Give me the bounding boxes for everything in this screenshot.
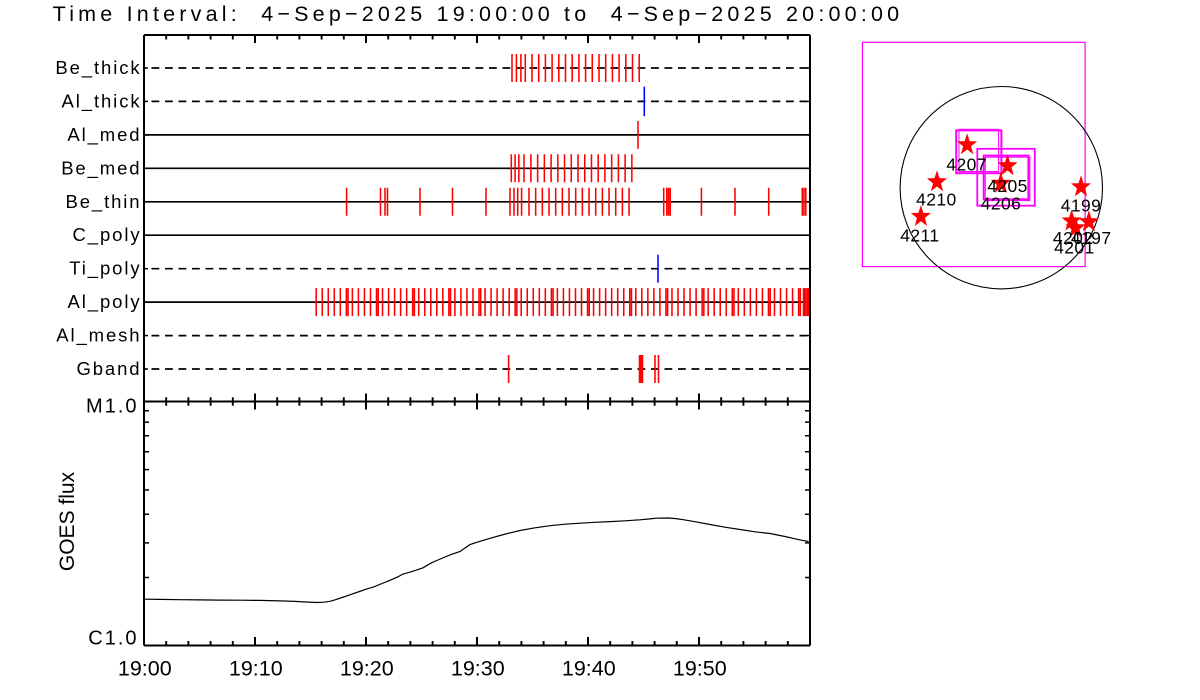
- svg-text:4197: 4197: [1071, 228, 1112, 248]
- svg-text:4202: 4202: [1053, 228, 1094, 248]
- svg-text:GOES flux: GOES flux: [56, 471, 79, 571]
- svg-text:4205: 4205: [987, 176, 1028, 196]
- svg-text:C1.0: C1.0: [88, 628, 138, 650]
- svg-text:4206: 4206: [981, 194, 1022, 214]
- svg-text:C_poly: C_poly: [73, 224, 142, 246]
- svg-text:19:30: 19:30: [451, 657, 505, 681]
- svg-text:4210: 4210: [916, 190, 957, 210]
- svg-text:Al_med: Al_med: [67, 124, 141, 146]
- svg-text:4207: 4207: [946, 155, 987, 175]
- svg-text:Be_thin: Be_thin: [65, 191, 141, 213]
- svg-text:Be_thick: Be_thick: [55, 57, 141, 79]
- svg-text:Al_poly: Al_poly: [68, 291, 142, 313]
- svg-text:4211: 4211: [900, 226, 939, 246]
- svg-text:4199: 4199: [1061, 196, 1102, 216]
- svg-text:Time Interval: 4−Sep−2025 19:: Time Interval: 4−Sep−2025 19:00:00 to 4−…: [53, 2, 904, 26]
- svg-text:M1.0: M1.0: [86, 396, 138, 418]
- svg-text:19:40: 19:40: [562, 657, 616, 681]
- svg-text:19:50: 19:50: [673, 657, 727, 681]
- svg-text:Al_mesh: Al_mesh: [56, 325, 141, 347]
- svg-text:Ti_poly: Ti_poly: [69, 258, 141, 280]
- svg-text:19:10: 19:10: [229, 657, 283, 681]
- svg-text:Al_thick: Al_thick: [62, 90, 142, 112]
- svg-text:19:20: 19:20: [340, 657, 394, 681]
- svg-text:Be_med: Be_med: [61, 157, 141, 179]
- svg-text:4201: 4201: [1054, 237, 1095, 257]
- svg-text:19:00: 19:00: [118, 657, 172, 681]
- svg-text:Gband: Gband: [76, 358, 141, 379]
